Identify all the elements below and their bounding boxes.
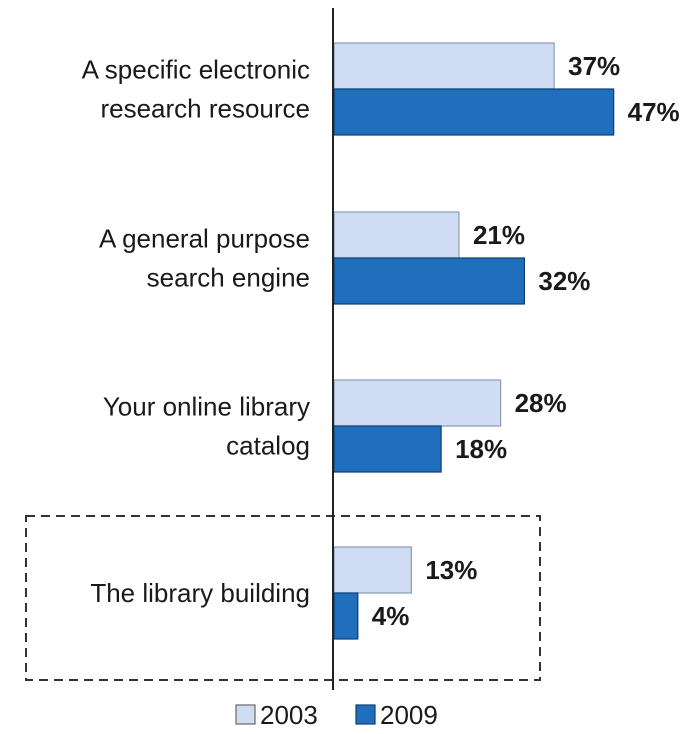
bar-2009-0 — [333, 88, 615, 136]
legend-label-2009: 2009 — [380, 700, 438, 730]
bar-2003-3 — [333, 546, 412, 594]
category-label-2: Your online library catalog — [103, 392, 310, 461]
value-label-2003-3: 13% — [425, 555, 477, 585]
category-label-1: A general purpose search engine — [99, 224, 310, 293]
legend: 2003 2009 — [235, 700, 438, 730]
legend-label-2003: 2003 — [260, 700, 318, 730]
bar-2009-1 — [333, 257, 525, 305]
bar-2009-2 — [333, 425, 442, 473]
legend-swatch-2003 — [235, 704, 256, 725]
highlight-box-library-building — [25, 515, 541, 681]
category-label-0: A specific electronic research resource — [82, 55, 310, 124]
category-label-3: The library building — [90, 578, 310, 608]
legend-swatch-2009 — [355, 704, 376, 725]
value-label-2009-2: 18% — [455, 434, 507, 464]
bar-2003-2 — [333, 379, 502, 427]
value-label-2003-2: 28% — [515, 388, 567, 418]
bar-2003-0 — [333, 42, 555, 90]
value-label-2009-3: 4% — [372, 601, 410, 631]
bar-2003-1 — [333, 211, 460, 259]
value-label-2003-1: 21% — [473, 220, 525, 250]
value-label-2003-0: 37% — [568, 51, 620, 81]
bar-2009-3 — [333, 592, 359, 640]
value-label-2009-0: 47% — [628, 97, 680, 127]
value-label-2009-1: 32% — [538, 266, 590, 296]
